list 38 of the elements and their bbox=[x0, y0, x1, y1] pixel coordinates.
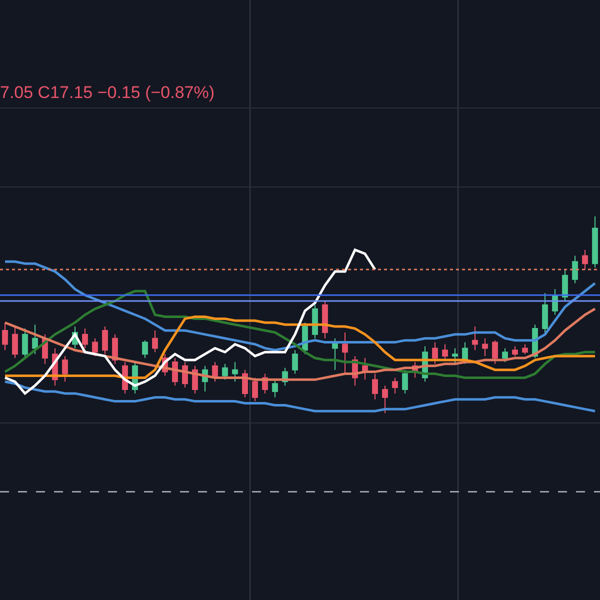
candlestick bbox=[392, 377, 398, 394]
candlestick bbox=[432, 342, 438, 364]
candlestick bbox=[222, 363, 228, 380]
candlestick bbox=[32, 324, 38, 355]
candlestick bbox=[312, 304, 318, 339]
candlestick bbox=[22, 328, 28, 359]
candlestick bbox=[372, 373, 378, 400]
candlestick bbox=[92, 338, 98, 357]
candlestick bbox=[142, 340, 148, 359]
candlestick bbox=[442, 344, 448, 360]
candlestick bbox=[482, 338, 488, 357]
candlestick bbox=[502, 348, 508, 362]
candlestick bbox=[492, 340, 498, 364]
candlestick bbox=[232, 361, 238, 382]
candlestick bbox=[562, 269, 568, 302]
candlestick bbox=[472, 326, 478, 351]
candlestick bbox=[102, 326, 108, 355]
candlestick bbox=[322, 300, 328, 339]
candlestick bbox=[512, 346, 518, 357]
chart-title: 7.05 C17.15 −0.15 (−0.87%) bbox=[0, 82, 215, 102]
candlestick bbox=[582, 249, 588, 270]
candlestick bbox=[12, 326, 18, 359]
candlestick bbox=[452, 348, 458, 364]
candlestick bbox=[252, 377, 258, 402]
candlestick bbox=[572, 255, 578, 284]
candlestick bbox=[82, 328, 88, 349]
candlestick bbox=[542, 292, 548, 333]
candlestick bbox=[332, 338, 338, 370]
candlestick bbox=[382, 385, 388, 414]
candlestick bbox=[272, 379, 278, 398]
candlestick bbox=[152, 330, 158, 353]
candlestick bbox=[342, 332, 348, 374]
candlestick bbox=[62, 356, 68, 382]
candlestick bbox=[522, 344, 528, 355]
candlestick bbox=[2, 322, 8, 351]
candlestick bbox=[402, 369, 408, 394]
candlestick bbox=[292, 350, 298, 374]
candlestick bbox=[592, 216, 598, 268]
